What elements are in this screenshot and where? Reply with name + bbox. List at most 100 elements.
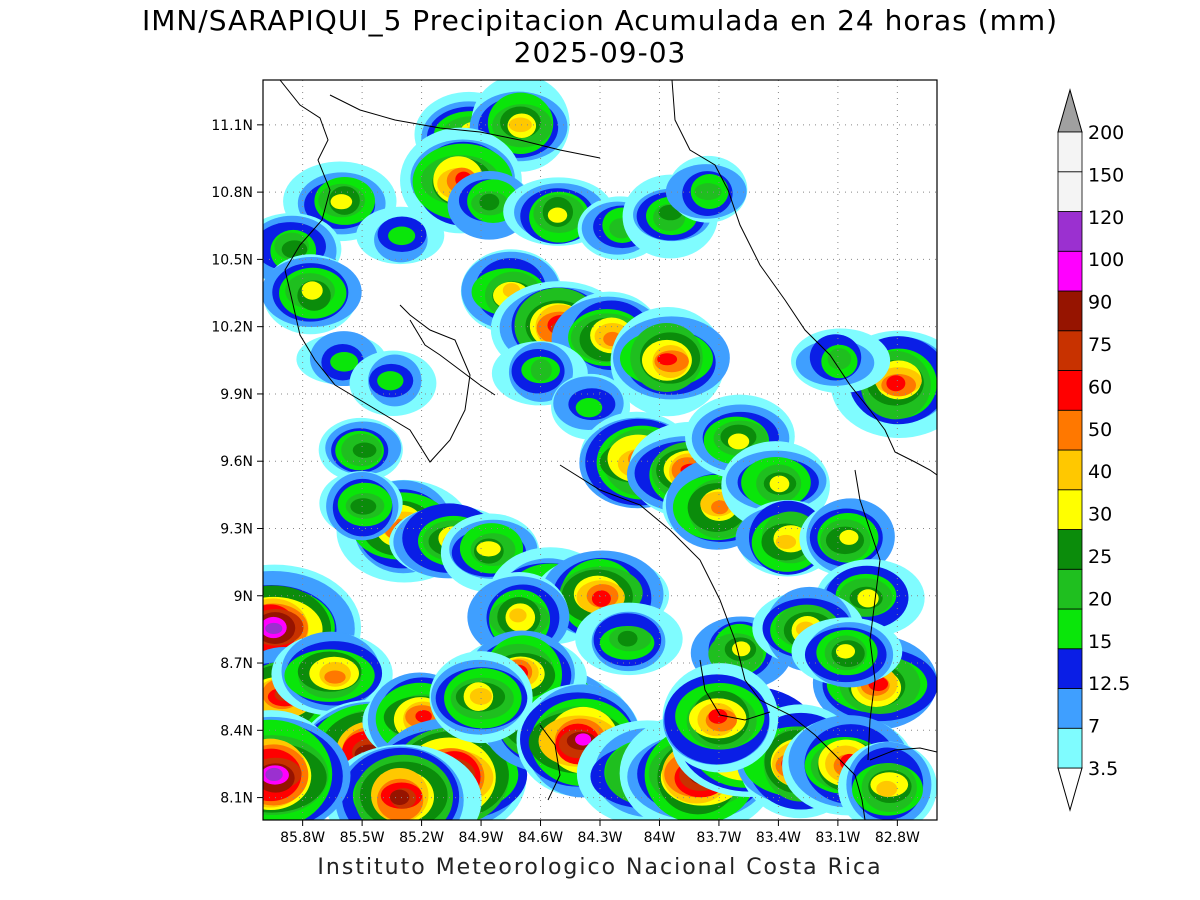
precip-contour [617, 630, 638, 647]
lon-tick-label: 83.7W [696, 830, 741, 846]
precip-contour [657, 353, 678, 366]
lat-tick-label: 10.2N [211, 320, 253, 336]
precip-contour [835, 644, 856, 659]
legend-label: 50 [1088, 419, 1112, 441]
precip-contour [352, 442, 377, 458]
precip-cell [469, 80, 570, 172]
lon-tick-label: 84W [644, 830, 676, 846]
lon-tick-label: 85.2W [399, 830, 444, 846]
precip-contour [265, 622, 283, 635]
lon-tick-label: 82.8W [875, 830, 920, 846]
legend-label: 75 [1088, 334, 1112, 356]
legend-swatch [1057, 449, 1083, 491]
footer-credit: Instituto Meteorologico Nacional Costa R… [317, 855, 883, 880]
precip-contour [330, 352, 359, 372]
precip-contour [839, 529, 859, 545]
legend-swatch [1057, 171, 1083, 212]
precip-cell [263, 254, 362, 335]
precip-cell [799, 498, 895, 576]
legend-swatch [1057, 688, 1083, 729]
legend-swatch [1057, 727, 1083, 769]
lon-tick-label: 84.9W [459, 830, 504, 846]
precip-cell [791, 617, 903, 688]
longitude-axis: 85.8W 85.5W 85.2W 84.9W 84.6W 84.3W 84W 83.7W 83… [280, 820, 920, 846]
lat-tick-label: 8.7N [220, 656, 253, 672]
legend-label: 3.5 [1088, 758, 1118, 780]
legend-label: 200 [1088, 122, 1124, 144]
precip-cell [356, 206, 445, 265]
legend-label: 20 [1088, 588, 1112, 610]
legend-swatch [1057, 648, 1083, 689]
legend-label: 30 [1088, 504, 1112, 526]
precip-contour [575, 398, 603, 418]
legend-swatch [1057, 250, 1083, 292]
lat-lon-grid [263, 80, 937, 820]
legend-label: 7 [1088, 716, 1100, 738]
legend-label: 40 [1088, 461, 1112, 483]
precip-contour [711, 500, 729, 515]
precip-cell [318, 417, 403, 482]
precip-cell [349, 350, 437, 417]
precip-contour [509, 608, 527, 623]
precip-contour [508, 117, 532, 133]
precip-contour [775, 534, 797, 549]
legend-swatch [1057, 131, 1083, 173]
legend-label: 12.5 [1088, 673, 1130, 695]
precip-contour [469, 688, 492, 705]
precip-contour [265, 767, 283, 782]
precip-cell [837, 741, 937, 820]
map-date: 2025-09-03 [513, 36, 687, 69]
precip-cell [791, 328, 891, 394]
precip-contour [377, 371, 404, 391]
legend-label: 120 [1088, 207, 1124, 229]
lon-tick-label: 83.1W [815, 830, 860, 846]
lat-tick-label: 9N [234, 589, 253, 605]
precip-contour [708, 708, 728, 724]
lon-tick-label: 84.6W [518, 830, 563, 846]
precip-contour [732, 641, 751, 657]
lat-tick-label: 9.9N [220, 387, 253, 403]
lat-tick-label: 9.3N [220, 521, 253, 537]
legend-label: 15 [1088, 631, 1112, 653]
legend-swatch [1057, 608, 1083, 650]
lat-tick-label: 10.5N [211, 252, 253, 268]
precip-contour [857, 589, 879, 608]
legend-min-arrow [1057, 767, 1083, 812]
precip-contour [415, 710, 432, 723]
precip-contour [324, 670, 346, 684]
latitude-axis: 11.1N 10.8N 10.5N 10.2N 9.9N 9.6N 9.3N 9N 8.7N 8.… [211, 118, 263, 807]
precip-cell [429, 651, 533, 744]
precip-cell [271, 631, 393, 716]
map-title: IMN/SARAPIQUI_5 Precipitacion Acumulada … [141, 4, 1059, 37]
legend-label: 25 [1088, 546, 1112, 568]
precip-contour [591, 590, 611, 607]
precip-contour [350, 498, 377, 515]
precip-contour [727, 433, 750, 450]
legend-label: 90 [1088, 292, 1112, 314]
precip-contour [547, 207, 568, 223]
precip-cell [575, 602, 683, 676]
precip-contour [769, 475, 790, 493]
precip-contour [575, 733, 592, 746]
precip-cell [491, 341, 588, 406]
legend-swatch [1057, 409, 1083, 451]
legend-label: 60 [1088, 376, 1112, 398]
legend-swatch [1057, 211, 1083, 252]
lat-tick-label: 11.1N [211, 118, 253, 134]
lat-tick-label: 10.8N [211, 185, 253, 201]
precip-cell [610, 307, 730, 417]
lon-tick-label: 85.8W [280, 830, 325, 846]
precip-contour [476, 541, 501, 557]
precip-contour [530, 359, 552, 381]
legend-max-arrow [1057, 88, 1083, 133]
precip-contour [330, 194, 353, 210]
legend-swatch [1057, 529, 1083, 570]
precip-contour [388, 226, 416, 246]
legend-swatch [1057, 330, 1083, 371]
precip-contour [886, 375, 906, 392]
legend-swatch [1057, 290, 1083, 332]
precipitation-field [263, 80, 937, 820]
precip-contour [876, 780, 898, 797]
precip-contour [694, 183, 722, 201]
